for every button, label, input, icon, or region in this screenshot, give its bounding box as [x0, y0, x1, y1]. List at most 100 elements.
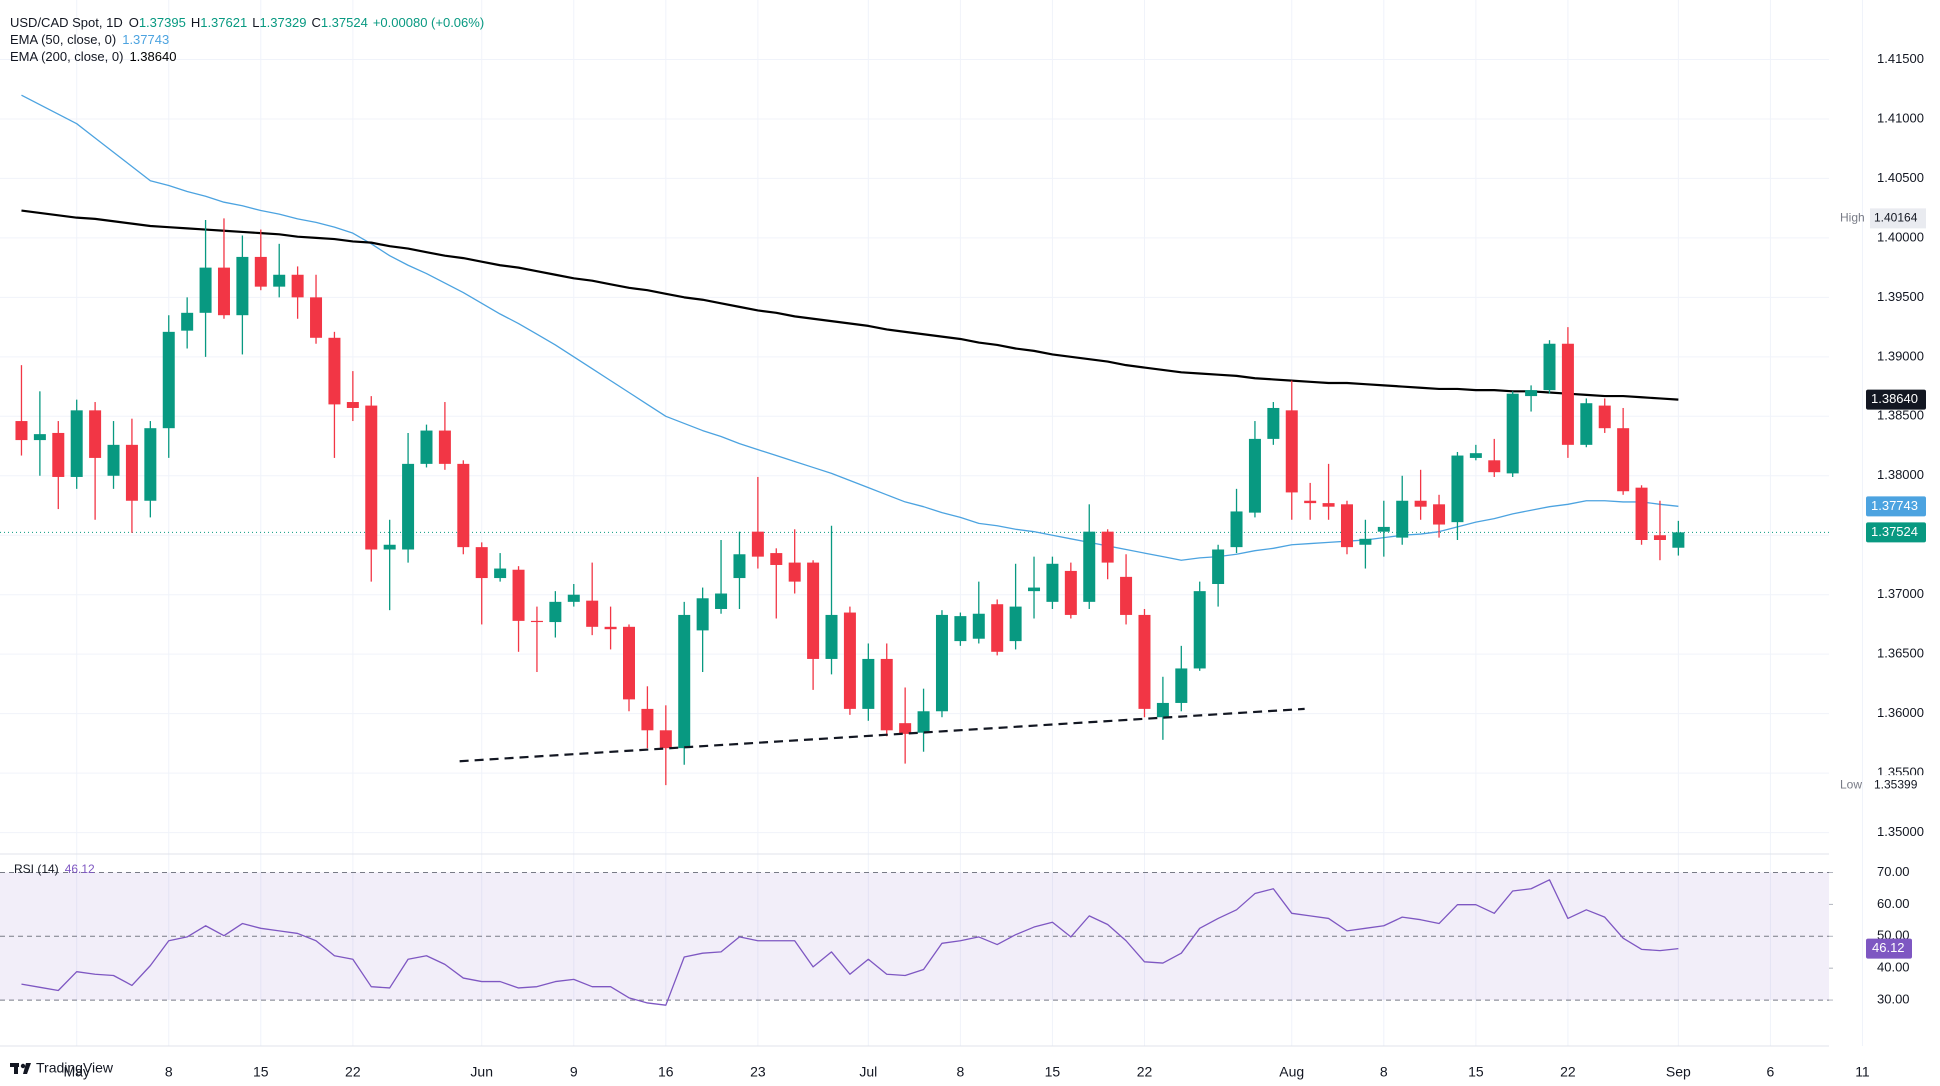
candle-body	[33, 434, 46, 441]
candle-body	[1101, 531, 1114, 563]
y-tick-label: 1.40500	[1877, 170, 1924, 185]
candle-body	[604, 626, 617, 630]
candle-body	[15, 421, 28, 441]
candle-body	[770, 553, 783, 565]
candle-body	[991, 604, 1004, 652]
extreme-badge	[1870, 208, 1926, 229]
candle-body	[1635, 487, 1648, 540]
x-tick-label: Sep	[1666, 1064, 1691, 1080]
candle-body	[1285, 410, 1298, 493]
candle-body	[678, 614, 691, 749]
ohlc-value: 1.37395	[139, 15, 186, 30]
x-tick-label: 22	[1560, 1064, 1576, 1080]
rsi-line	[21, 879, 1679, 1006]
candle-body	[1377, 526, 1390, 532]
candle-body	[1156, 702, 1169, 718]
candle-body	[1267, 407, 1280, 439]
candle-body	[70, 410, 83, 477]
candle-body	[328, 337, 341, 405]
ohlc-letter: C	[311, 15, 320, 30]
candle-body	[1009, 606, 1022, 642]
candle-body	[567, 594, 580, 602]
y-tick-label: 1.38000	[1877, 467, 1924, 482]
ema-line	[21, 209, 1679, 401]
x-tick-label: 22	[1137, 1064, 1153, 1080]
candle-body	[696, 598, 709, 631]
candle-body	[788, 562, 801, 582]
price-badge-label: 1.37524	[1871, 524, 1918, 539]
candle-body	[972, 613, 985, 639]
y-tick-label: 1.38500	[1877, 408, 1924, 423]
tradingview-logo	[10, 1063, 31, 1074]
candle-body	[346, 402, 359, 408]
candle-body	[89, 410, 102, 458]
candle-body	[954, 616, 967, 642]
y-tick-label: 1.35000	[1877, 824, 1924, 839]
candle-body	[935, 614, 948, 712]
ohlc-value: 1.37524	[321, 15, 368, 30]
ema-value: 1.37743	[122, 32, 169, 47]
extreme-value: 1.40164	[1874, 211, 1918, 225]
legend-ema: EMA (50, close, 0) 1.37743	[10, 32, 169, 47]
candle-body	[1340, 504, 1353, 548]
candle-body	[475, 547, 488, 579]
x-tick-label: 15	[1468, 1064, 1484, 1080]
ema-name: EMA (50, close, 0)	[10, 32, 116, 47]
price-badge	[1866, 496, 1926, 517]
candle-body	[217, 267, 230, 316]
candle-body	[181, 312, 194, 331]
x-tick-label: Aug	[1279, 1064, 1304, 1080]
candle-body	[1304, 500, 1317, 504]
candle-body	[1598, 405, 1611, 429]
candle-body	[1469, 453, 1482, 458]
candle-body	[438, 430, 451, 464]
candle-body	[825, 614, 838, 659]
candle-body	[494, 568, 507, 579]
candle-body	[659, 730, 672, 749]
y-tick-label: 1.39000	[1877, 348, 1924, 363]
candle-body	[733, 554, 746, 579]
logo-part	[20, 1063, 26, 1069]
candle-body	[310, 297, 323, 338]
candle-body	[1322, 503, 1335, 507]
candle-body	[880, 658, 893, 731]
candle-body	[125, 444, 138, 501]
candle-body	[512, 569, 525, 621]
x-tick-label: 23	[750, 1064, 766, 1080]
x-tick-label: 16	[658, 1064, 674, 1080]
candle-body	[1138, 614, 1151, 709]
x-tick-label: 8	[956, 1064, 964, 1080]
candle-body	[1028, 587, 1041, 592]
x-tick-label: 9	[570, 1064, 578, 1080]
candle-body	[457, 463, 470, 548]
candle-body	[715, 593, 728, 609]
candle-body	[1230, 511, 1243, 548]
change: +0.00080 (+0.06%)	[373, 15, 484, 30]
rsi-tick-label: 60.00	[1877, 896, 1910, 911]
candle-body	[1506, 393, 1519, 474]
rsi-badge	[1866, 938, 1912, 959]
candle-body	[1046, 563, 1059, 602]
candle-body	[199, 267, 212, 313]
legend-layer: USD/CAD Spot, 1D O1.37395 H1.37621 L1.37329…	[10, 15, 484, 876]
candle-body	[641, 708, 654, 731]
price-badge-label: 1.38640	[1871, 391, 1918, 406]
extreme-value: 1.35399	[1874, 777, 1918, 791]
candle-body	[1525, 390, 1538, 397]
legend-ohlc: USD/CAD Spot, 1D O1.37395 H1.37621 L1.37329…	[10, 15, 484, 30]
candle-body	[862, 658, 875, 709]
candle-body	[291, 274, 304, 298]
ohlc-letter: H	[191, 15, 200, 30]
candle-body	[623, 626, 635, 700]
candle-body	[1359, 538, 1372, 545]
candle-body	[1451, 455, 1464, 523]
price-badge	[1866, 389, 1926, 410]
rsi-tick-label: 70.00	[1877, 864, 1910, 879]
rsi-name: RSI (14)	[14, 862, 59, 876]
rsi-pane	[0, 871, 1829, 1006]
candle-body	[383, 544, 396, 550]
y-tick-label: 1.41000	[1877, 110, 1924, 125]
ema-name: EMA (200, close, 0)	[10, 49, 123, 64]
candle-body	[1433, 504, 1446, 525]
